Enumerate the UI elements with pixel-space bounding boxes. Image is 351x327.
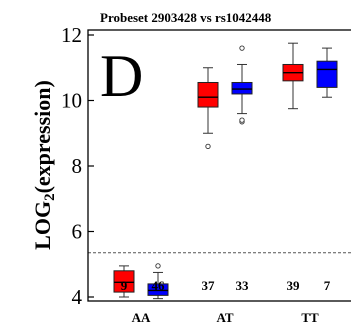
box-series — [113, 42, 338, 300]
box-tt-blue — [316, 47, 338, 98]
category-label-tt: TT — [301, 310, 319, 325]
category-label-aa: AA — [132, 310, 151, 325]
plot-frame — [87, 29, 351, 302]
y-tick-label: 8 — [72, 154, 83, 178]
group-counts: 9 46 37 33 39 7 — [121, 278, 331, 293]
box-at-blue — [231, 45, 253, 125]
panel-label: D — [100, 43, 143, 109]
box-body — [197, 81, 219, 108]
box-body — [147, 283, 169, 296]
y-axis-label-main: LOG — [30, 201, 55, 250]
box-aa-blue — [147, 263, 169, 300]
outlier-point — [239, 45, 245, 51]
y-tick-label: 4 — [72, 285, 83, 309]
y-tick-label: 6 — [72, 220, 83, 244]
count-label: 7 — [324, 278, 331, 293]
box-tt-red — [282, 42, 304, 110]
y-axis-label-subscript: 2 — [42, 193, 58, 201]
y-axis-label: LOG2(expression) — [30, 80, 58, 250]
outlier-point — [155, 263, 161, 269]
category-label-at: AT — [216, 310, 233, 325]
y-axis-ticks: 4 6 8 10 12 — [61, 23, 94, 309]
y-axis-label-rest: (expression) — [30, 80, 55, 193]
y-tick-label: 12 — [61, 23, 82, 47]
x-axis-categories: AA AT TT — [132, 310, 319, 325]
count-label: 33 — [236, 278, 250, 293]
box-body — [231, 81, 253, 95]
count-label: 9 — [121, 278, 128, 293]
chart-title: Probeset 2903428 vs rs1042448 — [100, 10, 272, 25]
box-body — [113, 270, 135, 293]
count-label: 39 — [287, 278, 301, 293]
count-label: 46 — [152, 278, 166, 293]
box-at-red — [197, 67, 219, 150]
outlier-point — [239, 117, 245, 123]
count-label: 37 — [202, 278, 216, 293]
box-body — [316, 60, 338, 88]
y-tick-label: 10 — [61, 89, 82, 113]
outlier-point — [205, 143, 211, 150]
box-aa-red — [113, 265, 135, 298]
